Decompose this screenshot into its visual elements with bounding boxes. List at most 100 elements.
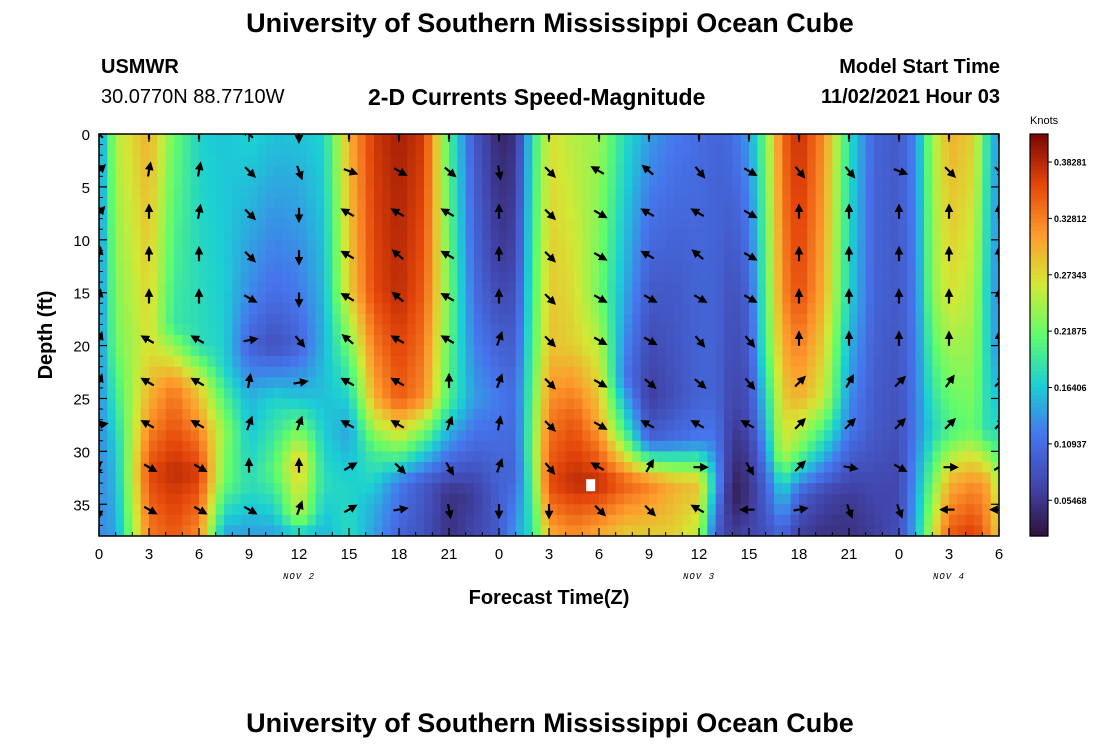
heatmap-cell — [265, 229, 275, 241]
heatmap-cell — [532, 430, 542, 442]
heatmap-cell — [540, 218, 550, 230]
heatmap-cell — [515, 525, 525, 536]
heatmap-cell — [465, 525, 475, 536]
heatmap-cell — [190, 366, 200, 378]
heatmap-cell — [557, 197, 567, 209]
heatmap-cell — [465, 483, 475, 495]
heatmap-cell — [674, 271, 683, 283]
heatmap-cell — [874, 419, 883, 431]
heatmap-cell — [824, 197, 833, 209]
heatmap-cell — [624, 409, 633, 421]
heatmap-cell — [424, 377, 433, 389]
heatmap-cell — [532, 176, 542, 188]
heatmap-cell — [949, 398, 958, 410]
heatmap-cell — [274, 409, 283, 421]
heatmap-cell — [882, 155, 892, 167]
heatmap-cell — [324, 176, 333, 188]
heatmap-cell — [915, 356, 925, 368]
heatmap-cell — [449, 208, 458, 220]
heatmap-cell — [457, 282, 467, 294]
heatmap-cell — [290, 514, 300, 527]
heatmap-cell — [240, 430, 250, 442]
heatmap-cell — [524, 197, 533, 209]
heatmap-cell — [724, 165, 733, 177]
heatmap-cell — [774, 303, 783, 315]
heatmap-cell — [682, 345, 692, 357]
heatmap-cell — [849, 398, 858, 410]
heatmap-cell — [99, 155, 108, 167]
heatmap-cell — [874, 483, 883, 495]
heatmap-cell — [782, 176, 792, 188]
current-arrow — [495, 330, 504, 346]
heatmap-cell — [907, 155, 917, 167]
heatmap-cell — [524, 155, 533, 167]
heatmap-cell — [140, 398, 150, 410]
heatmap-cell — [215, 430, 225, 442]
heatmap-cell — [232, 409, 242, 421]
heatmap-cell — [699, 239, 708, 251]
heatmap-cell — [457, 303, 467, 315]
heatmap-cell — [790, 461, 800, 474]
heatmap-cell — [465, 303, 475, 315]
heatmap-cell — [907, 461, 917, 474]
heatmap-cell — [224, 313, 233, 326]
heatmap-cell — [957, 440, 967, 452]
heatmap-cell — [474, 229, 483, 241]
heatmap-cell — [257, 451, 267, 463]
current-arrow — [440, 293, 455, 302]
heatmap-cell — [132, 229, 142, 241]
heatmap-cell — [290, 239, 300, 251]
heatmap-cell — [640, 356, 650, 368]
heatmap-cell — [432, 165, 442, 177]
heatmap-cell — [282, 387, 292, 400]
heatmap-cell — [215, 377, 225, 389]
heatmap-cell — [174, 282, 183, 294]
heatmap-cell — [207, 186, 217, 199]
current-arrow — [743, 167, 758, 176]
heatmap-cell — [99, 356, 108, 368]
heatmap-cell — [674, 229, 683, 241]
heatmap-cell — [307, 134, 317, 146]
heatmap-cell — [940, 335, 950, 347]
heatmap-cell — [957, 430, 967, 442]
heatmap-cell — [965, 335, 975, 347]
heatmap-cell — [824, 356, 833, 368]
colorbar-swatch — [1030, 150, 1048, 155]
heatmap-cell — [374, 239, 383, 251]
heatmap-cell — [340, 451, 350, 463]
heatmap-cell — [882, 335, 892, 347]
heatmap-cell — [565, 324, 575, 336]
heatmap-cell — [457, 451, 467, 463]
model-start-label: Model Start Time — [839, 56, 1000, 78]
heatmap-cell — [740, 387, 750, 400]
heatmap-cell — [540, 229, 550, 241]
heatmap-cell — [874, 430, 883, 442]
heatmap-cell — [849, 186, 858, 199]
heatmap-cell — [965, 504, 975, 516]
heatmap-cell — [257, 313, 267, 326]
heatmap-cell — [332, 472, 342, 484]
heatmap-cell — [274, 356, 283, 368]
heatmap-cell — [324, 292, 333, 304]
heatmap-cell — [499, 409, 508, 421]
heatmap-cell — [307, 335, 317, 347]
heatmap-cell — [115, 366, 125, 378]
heatmap-cell — [824, 472, 833, 484]
heatmap-cell — [749, 239, 758, 251]
heatmap-cell — [415, 239, 425, 251]
heatmap-cell — [907, 377, 917, 389]
heatmap-cell — [165, 377, 175, 389]
heatmap-cell — [557, 208, 567, 220]
heatmap-cell — [665, 282, 675, 294]
heatmap-cell — [882, 303, 892, 315]
current-arrow — [694, 166, 706, 179]
heatmap-cell — [957, 514, 967, 527]
heatmap-cell — [524, 165, 533, 177]
heatmap-cell — [882, 282, 892, 294]
heatmap-cell — [674, 398, 683, 410]
heatmap-cell — [565, 250, 575, 262]
heatmap-cell — [574, 483, 583, 495]
heatmap-cell — [457, 229, 467, 241]
heatmap-cell — [624, 451, 633, 463]
heatmap-cell — [890, 218, 900, 230]
